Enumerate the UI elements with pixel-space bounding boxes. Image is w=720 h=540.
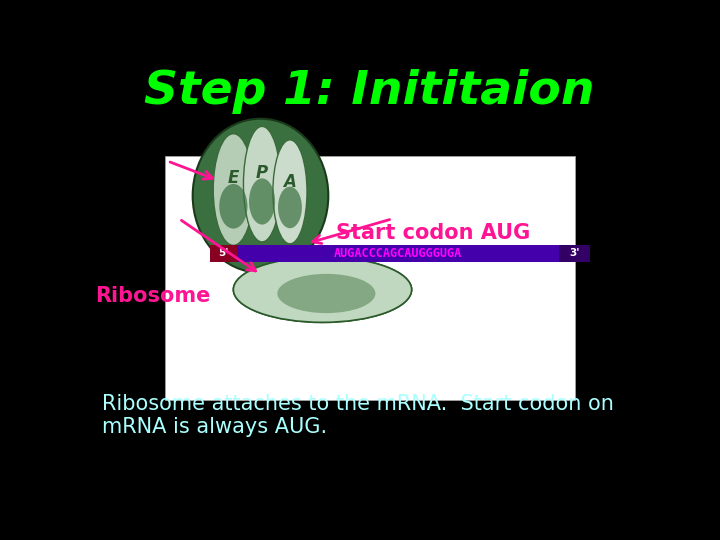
Text: 5': 5' <box>218 248 229 259</box>
Bar <box>166 156 575 400</box>
Ellipse shape <box>278 187 302 228</box>
Text: P: P <box>256 164 268 181</box>
Ellipse shape <box>249 178 275 225</box>
Ellipse shape <box>243 126 281 242</box>
Text: A: A <box>284 173 297 191</box>
Ellipse shape <box>233 257 412 322</box>
Ellipse shape <box>233 257 412 322</box>
Ellipse shape <box>277 274 375 313</box>
Ellipse shape <box>273 140 307 244</box>
Text: Step 1: Inititaion: Step 1: Inititaion <box>144 69 594 114</box>
Bar <box>559 245 590 262</box>
Text: Ribosome attaches to the mRNA.  Start codon on
mRNA is always AUG.: Ribosome attaches to the mRNA. Start cod… <box>102 394 613 437</box>
Text: Ribosome: Ribosome <box>96 286 211 306</box>
Bar <box>210 245 238 262</box>
Ellipse shape <box>220 184 248 228</box>
Text: AUGACCCAGCAUGGGUGA: AUGACCCAGCAUGGGUGA <box>334 247 462 260</box>
Ellipse shape <box>213 134 253 245</box>
Text: 3': 3' <box>569 248 580 259</box>
Text: E: E <box>228 169 239 187</box>
Ellipse shape <box>193 119 328 273</box>
Text: Start codon AUG: Start codon AUG <box>336 223 530 243</box>
Bar <box>210 245 590 262</box>
